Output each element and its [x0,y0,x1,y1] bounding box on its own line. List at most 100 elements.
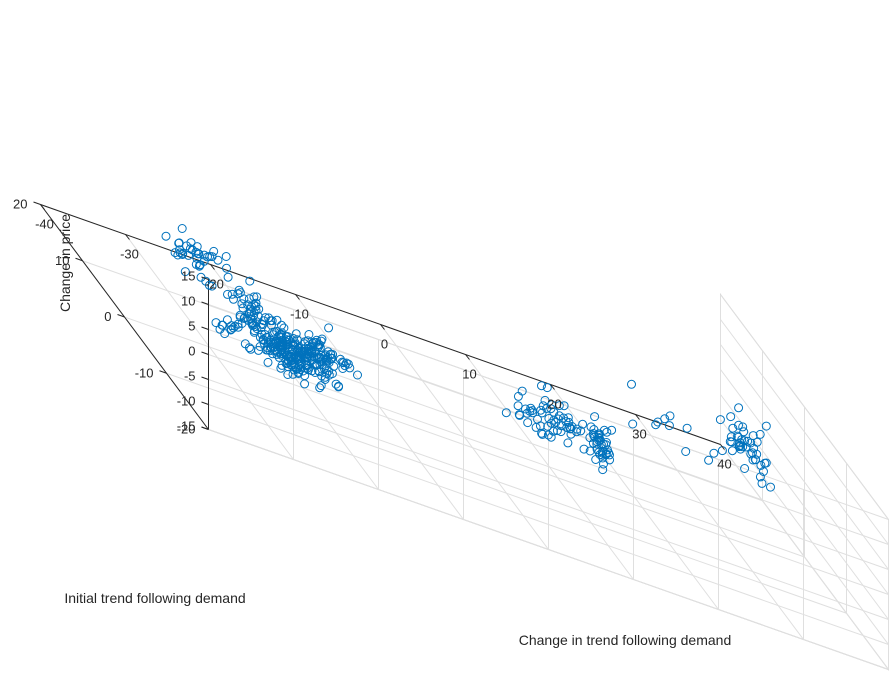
data-point [223,272,233,282]
data-point [288,354,298,364]
data-point [546,432,556,442]
x-tick-label: 20 [547,397,561,412]
data-point [546,404,556,414]
data-point [736,444,746,454]
data-point [277,345,286,355]
z-axis-label: Change in price [57,214,73,312]
data-point [321,357,331,367]
data-point [628,419,638,429]
grid-z-back [208,404,889,645]
data-point [345,363,355,373]
data-point [542,404,552,413]
data-point [537,428,547,438]
data-point [556,427,566,437]
data-point [304,330,314,339]
data-point [715,415,725,425]
data-point [726,412,736,422]
y-tick-mark [75,257,83,262]
data-point [704,455,714,465]
data-point [653,417,663,427]
z-tick-label: 5 [188,319,195,334]
data-point [757,478,767,488]
x-tick-label: 10 [462,367,476,382]
data-point [563,438,573,448]
data-point [746,438,756,448]
data-point [251,298,261,308]
x-tick-mark [635,414,640,420]
y-tick-label: 20 [13,197,27,212]
data-point [266,316,276,326]
data-point [566,429,576,439]
data-point [761,421,771,431]
data-point [249,292,259,302]
data-point [315,360,325,369]
data-point [327,369,337,379]
data-point [320,375,330,384]
data-point [594,433,604,443]
x-axis-label: Change in trend following demand [519,632,731,648]
data-point [233,322,243,332]
data-point [272,327,282,336]
data-point [664,421,674,431]
data-point [592,445,602,454]
data-point [178,248,188,258]
data-point [254,304,264,314]
data-point [321,350,331,360]
y-tick-label: 0 [104,309,111,324]
data-point [307,366,317,376]
data-point [565,422,575,432]
data-point [243,300,253,310]
data-point [538,429,547,439]
data-point [576,426,586,436]
data-point [247,318,257,328]
data-point [517,386,527,396]
data-point [598,453,608,463]
data-point [734,403,744,413]
y-tick-label: 10 [55,253,69,268]
data-point [760,458,770,468]
data-point [302,361,312,371]
data-point [289,340,299,350]
data-point [222,315,232,325]
data-point [523,418,533,428]
data-point [276,350,286,360]
data-point [602,427,612,437]
data-point [293,355,303,365]
data-point [734,420,743,430]
data-point [559,413,568,423]
x-tick-label: -20 [205,277,224,292]
data-point [725,437,735,447]
data-point [740,464,750,473]
data-point [201,276,211,286]
data-point [264,313,274,323]
data-point [237,299,247,309]
data-point [543,421,553,431]
data-point [324,323,334,333]
data-point [272,315,282,325]
data-point [288,334,298,343]
data-point [755,472,765,482]
z-tick-mark [201,376,209,380]
grid-z-right [720,294,889,520]
grid-z-back [208,354,889,595]
data-point [536,405,546,415]
data-point [173,250,183,260]
data-point [603,445,612,455]
data-point [607,425,617,435]
y-tick-label: -20 [177,422,196,437]
grid-y-floor [166,372,847,614]
tick-labels: -40 -30 -20 -10 0 10 20 30 40 -20 -10 0 10 20 -15 -10 -5… [13,197,732,472]
data-point [203,252,212,262]
z-tick-label: 0 [188,344,195,359]
grid-z-right [720,444,889,670]
data-point [665,411,675,421]
data-point [537,381,546,391]
grid-z-back [208,329,889,570]
data-point [255,342,265,351]
z-tick-mark [201,426,209,430]
data-point [315,340,325,350]
y-tick-mark [159,370,167,374]
data-point [284,356,294,366]
data-point [590,412,600,422]
